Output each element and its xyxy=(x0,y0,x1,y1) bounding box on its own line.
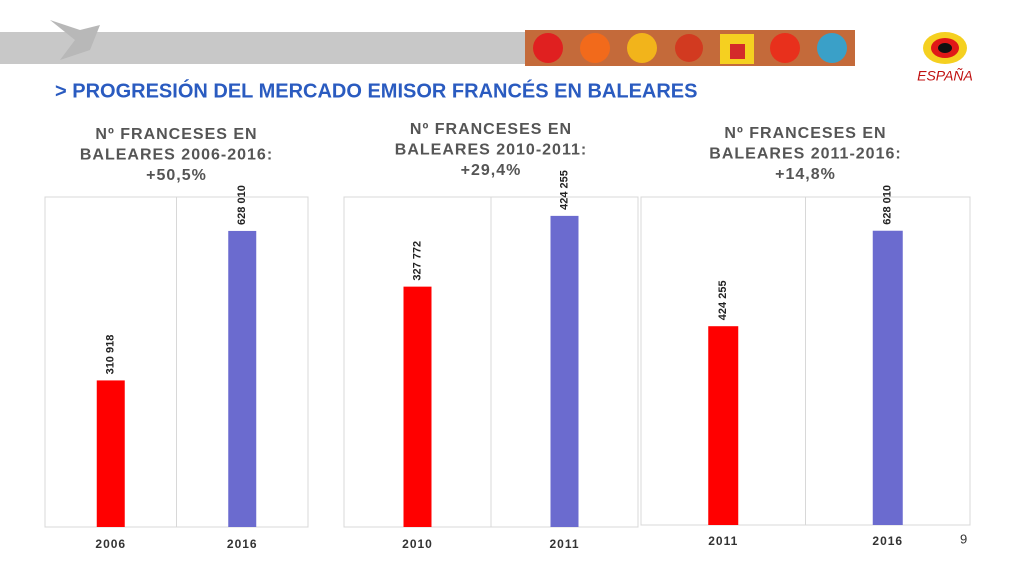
bar xyxy=(872,230,903,525)
chart-title: +50,5% xyxy=(146,167,207,184)
value-label: 628 010 xyxy=(236,185,248,225)
logo: ESPAÑA xyxy=(917,32,973,84)
x-tick-label: 2006 xyxy=(95,537,126,551)
x-tick-label: 2011 xyxy=(549,537,579,551)
header-art xyxy=(50,20,855,66)
value-label: 424 255 xyxy=(558,170,570,210)
chart-title: BALEARES 2010-2011: xyxy=(395,142,587,159)
logo-text: ESPAÑA xyxy=(917,68,973,84)
x-tick-label: 2010 xyxy=(402,537,433,551)
chart-title: Nº FRANCESES EN xyxy=(724,125,886,142)
x-tick-label: 2016 xyxy=(227,537,258,551)
value-label: 424 255 xyxy=(717,280,729,320)
x-tick-label: 2016 xyxy=(872,534,903,548)
bar xyxy=(550,215,579,527)
page-number: 9 xyxy=(960,531,967,546)
value-label: 310 918 xyxy=(105,335,117,375)
slide-title: > PROGRESIÓN DEL MERCADO EMISOR FRANCÉS … xyxy=(55,78,697,102)
chart-title: Nº FRANCESES EN xyxy=(95,126,257,143)
chart-title: BALEARES 2006-2016: xyxy=(80,147,273,164)
bar xyxy=(228,230,257,527)
chart-title: BALEARES 2011-2016: xyxy=(709,146,901,163)
value-label: 628 010 xyxy=(882,185,894,225)
bar xyxy=(96,380,125,527)
bar xyxy=(403,286,432,527)
bar xyxy=(708,326,739,525)
value-label: 327 772 xyxy=(411,241,423,281)
chart-title: +14,8% xyxy=(775,166,836,183)
chart-title: Nº FRANCESES EN xyxy=(410,121,572,138)
chart-title: +29,4% xyxy=(461,162,522,179)
x-tick-label: 2011 xyxy=(708,534,738,548)
